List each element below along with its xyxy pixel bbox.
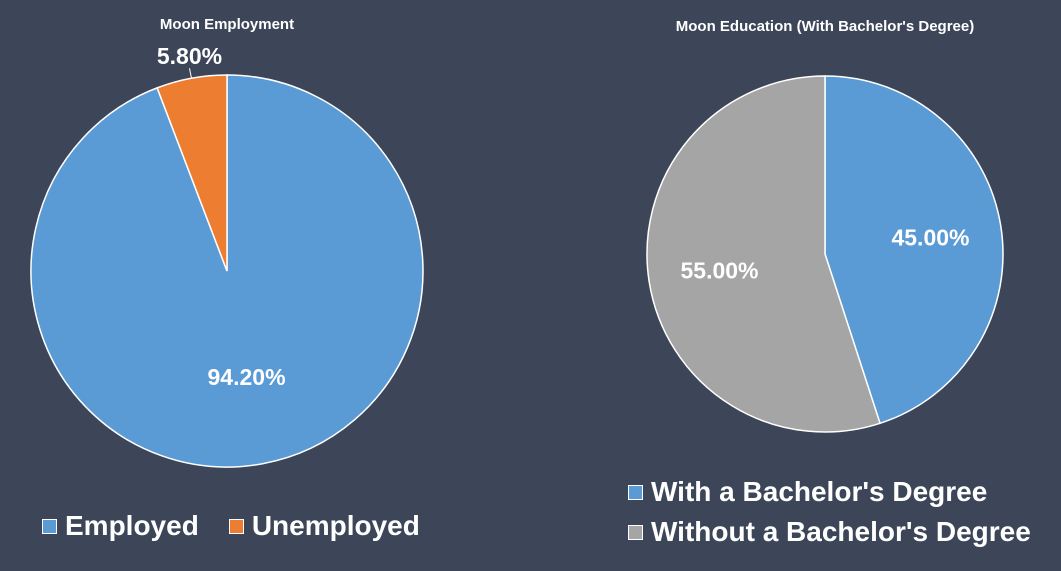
leader-line-unemployed	[188, 68, 192, 79]
education-chart-title: Moon Education (With Bachelor's Degree)	[675, 18, 975, 35]
pie-slice-unemployed	[156, 74, 228, 272]
legend-swatch-unemployed	[228, 518, 244, 534]
pie-slice-without-degree	[646, 75, 881, 433]
data-label-employed: 94.20%	[208, 364, 286, 390]
legend-item-without-degree: Without a Bachelor's Degree	[628, 512, 1031, 552]
legend-swatch-without-degree	[628, 524, 643, 540]
employment-chart-title: Moon Employment	[159, 16, 295, 33]
pie-slice-with-degree	[824, 75, 1004, 425]
employment-legend: Employed Unemployed	[42, 510, 450, 542]
data-label-unemployed: 5.80%	[157, 43, 222, 69]
data-label-without-degree: 55.00%	[681, 258, 759, 284]
legend-label-employed: Employed	[65, 510, 199, 541]
legend-label-unemployed: Unemployed	[251, 510, 420, 541]
legend-swatch-employed	[42, 518, 57, 534]
legend-item-with-degree: With a Bachelor's Degree	[628, 472, 1031, 512]
legend-item-employed: Employed	[42, 510, 199, 542]
legend-label-without-degree: Without a Bachelor's Degree	[651, 516, 1031, 547]
legend-item-unemployed: Unemployed	[228, 510, 420, 542]
legend-label-with-degree: With a Bachelor's Degree	[651, 476, 988, 507]
data-label-with-degree: 45.00%	[891, 224, 969, 250]
legend-swatch-with-degree	[628, 484, 643, 500]
education-legend: With a Bachelor's Degree Without a Bache…	[628, 472, 1031, 552]
